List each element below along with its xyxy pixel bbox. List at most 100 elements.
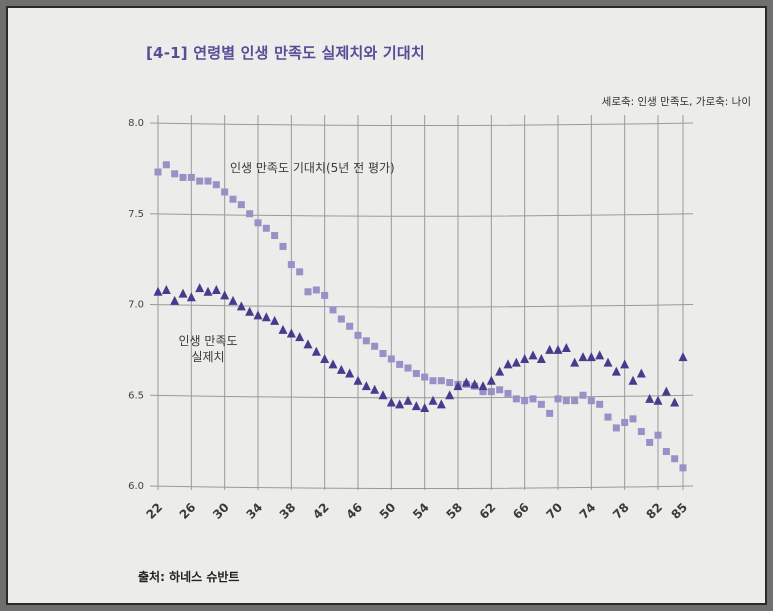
x-tick-label: 34 [243,500,265,522]
actual-point [561,343,571,353]
chart-title: [4-1] 연령별 인생 만족도 실제치와 기대치 [146,44,425,62]
actual-point [661,386,671,396]
actual-point [520,353,530,363]
actual-point [361,381,371,391]
expected-point [254,219,262,227]
expected-point [554,395,562,403]
x-tick-label: 54 [410,500,432,522]
actual-point [545,344,555,354]
actual-point [353,375,363,385]
expected-point [387,355,395,363]
actual-point [428,395,438,405]
actual-point [436,399,446,409]
expected-point [154,168,162,176]
grid-line-h [149,122,694,126]
grid-line-h [149,304,694,308]
expected-point [446,379,454,387]
actual-point [178,288,188,298]
actual-point [403,395,413,405]
y-tick-label: 6.0 [128,481,144,492]
expected-point [662,448,670,456]
expected-point [379,350,387,358]
expected-point [412,369,420,377]
expected-point [612,424,620,432]
expected-point [171,170,179,178]
actual-point [245,306,255,316]
expected-point [162,161,170,169]
expected-point [371,342,379,350]
grid [149,115,694,490]
expected-point [512,395,520,403]
actual-point [503,359,513,369]
series-actual [153,283,688,412]
expected-point [362,337,370,345]
actual-point [303,339,313,349]
actual-point [295,332,305,342]
actual-point [311,346,321,356]
actual-point [570,357,580,367]
actual-point [203,286,213,296]
actual-point [320,353,330,363]
expected-point [187,173,195,181]
y-axis-ticks: 6.0 6.5 7.0 7.5 8.0 [128,118,144,492]
x-tick-label: 58 [443,500,465,522]
actual-point [395,399,405,409]
expected-point [279,242,287,250]
y-tick-label: 6.5 [128,390,144,401]
actual-point [411,401,421,411]
actual-point [611,366,621,376]
expected-point [671,455,679,463]
actual-point [211,284,221,294]
actual-point [595,350,605,360]
expected-point [237,201,245,209]
expected-point [604,413,612,421]
actual-point [261,312,271,322]
actual-point [186,292,196,302]
actual-point [278,324,288,334]
expected-point [579,391,587,399]
series-expected [154,161,687,472]
expected-point [596,400,604,408]
actual-point [328,359,338,369]
actual-point [678,352,688,362]
expected-point [437,377,445,385]
expected-point [196,177,204,185]
expected-point [337,315,345,323]
actual-point [195,283,205,293]
actual-point [636,368,646,378]
x-tick-label: 66 [510,500,532,522]
expected-point [262,224,270,232]
x-axis-ticks: 22 26 30 34 38 42 46 50 54 58 62 66 70 74 78 82 85 [143,500,690,522]
expected-point [621,418,629,426]
grid-line-h [149,485,694,489]
actual-point [270,315,280,325]
actual-point [286,328,296,338]
expected-point [529,395,537,403]
actual-point [386,397,396,407]
x-tick-label: 30 [210,500,232,522]
expected-point [321,291,329,299]
actual-point [586,352,596,362]
expected-point [562,397,570,405]
actual-point [170,295,180,305]
series-label-expected: 인생 만족도 기대치(5년 전 평가) [230,161,395,175]
expected-point [629,415,637,423]
expected-point [287,261,295,269]
actual-point [420,402,430,412]
actual-point [370,384,380,394]
expected-point [479,388,487,396]
expected-point [304,288,312,296]
actual-point [670,397,680,407]
x-tick-label: 62 [477,500,499,522]
expected-point [246,210,254,218]
expected-point [179,173,187,181]
actual-point [336,364,346,374]
y-tick-label: 7.0 [128,300,144,311]
x-tick-label: 74 [577,500,599,522]
expected-point [421,373,429,381]
y-tick-label: 8.0 [128,118,144,129]
expected-point [396,360,404,368]
actual-point [453,381,463,391]
x-tick-label: 38 [277,500,299,522]
